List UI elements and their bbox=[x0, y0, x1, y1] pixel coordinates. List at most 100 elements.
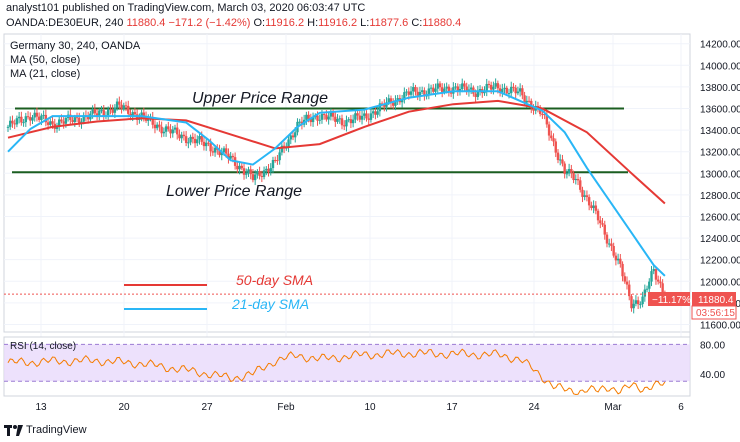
candle-body bbox=[603, 224, 606, 235]
rsi-tick-upper: 80.00 bbox=[700, 340, 725, 351]
candle-body bbox=[307, 114, 310, 119]
candle-body bbox=[619, 258, 622, 264]
candle-body bbox=[585, 195, 589, 198]
candle-body bbox=[182, 134, 186, 137]
candle-body bbox=[392, 103, 395, 106]
candle-body bbox=[122, 105, 125, 109]
candle-body bbox=[367, 118, 370, 120]
candle-body bbox=[274, 159, 277, 161]
candle-body bbox=[178, 134, 181, 139]
candle-body bbox=[69, 114, 72, 121]
candle-body bbox=[592, 205, 595, 209]
candle-body bbox=[463, 83, 466, 87]
candle-body bbox=[258, 171, 261, 176]
candle-body bbox=[109, 109, 112, 111]
candle-body bbox=[35, 112, 39, 117]
candle-body bbox=[630, 296, 633, 309]
candle-body bbox=[176, 127, 179, 135]
candle-body bbox=[465, 86, 468, 93]
candle-body bbox=[86, 116, 90, 120]
candle-body bbox=[204, 142, 208, 147]
candle-body bbox=[220, 152, 223, 156]
rsi-band bbox=[4, 344, 690, 382]
candle-body bbox=[180, 134, 183, 139]
rsi-label: RSI (14, close) bbox=[10, 341, 76, 352]
candles bbox=[6, 78, 667, 314]
candle-body bbox=[469, 87, 473, 90]
candle-body bbox=[458, 89, 462, 92]
candle-body bbox=[31, 117, 34, 121]
candle-body bbox=[645, 288, 649, 290]
candle-body bbox=[343, 125, 346, 127]
candle-body bbox=[659, 281, 662, 284]
legend-ma50: MA (50, close) bbox=[10, 54, 80, 66]
y-tick-label: 14000.00 bbox=[700, 61, 740, 72]
candle-body bbox=[269, 168, 272, 173]
x-tick-label: 24 bbox=[528, 402, 540, 413]
candle-body bbox=[115, 101, 119, 108]
countdown-text: 03:56:15 bbox=[696, 308, 735, 319]
price-axis[interactable]: 14200.00 14000.00 13800.00 13600.00 13400.00… bbox=[700, 40, 740, 332]
candle-body bbox=[280, 145, 284, 153]
candle-body bbox=[231, 155, 235, 158]
candle-body bbox=[225, 148, 228, 154]
candle-body bbox=[447, 86, 451, 93]
high-label: H: bbox=[307, 17, 319, 29]
candle-body bbox=[262, 170, 266, 177]
percent-badge-text: −11.17% bbox=[652, 295, 691, 306]
candle-body bbox=[536, 105, 540, 108]
candle-body bbox=[131, 112, 134, 117]
y-tick-label: 12800.00 bbox=[700, 191, 740, 202]
candle-body bbox=[412, 87, 415, 92]
candle-body bbox=[338, 118, 341, 120]
candle-body bbox=[236, 165, 239, 170]
candle-body bbox=[298, 121, 301, 123]
y-tick-label: 12000.00 bbox=[700, 277, 740, 288]
candle-body bbox=[363, 113, 366, 116]
legend-ma21: MA (21, close) bbox=[10, 68, 80, 80]
candle-body bbox=[641, 296, 644, 305]
candle-body bbox=[160, 126, 163, 134]
candle-body bbox=[378, 103, 382, 112]
candle-body bbox=[336, 118, 339, 122]
candle-body bbox=[222, 148, 226, 153]
low-value: 11877.6 bbox=[369, 17, 409, 29]
candle-body bbox=[405, 91, 408, 93]
candle-body bbox=[639, 304, 642, 306]
candle-body bbox=[547, 124, 551, 136]
lower-range-label: Lower Price Range bbox=[166, 183, 302, 200]
candle-body bbox=[554, 141, 557, 153]
candle-body bbox=[331, 112, 335, 117]
symbol-name: OANDA:DE30EUR, 240 bbox=[6, 17, 124, 29]
candle-body bbox=[198, 136, 201, 140]
ma21-line bbox=[7, 90, 666, 277]
candle-body bbox=[559, 159, 562, 161]
candle-body bbox=[556, 152, 560, 161]
y-tick-label: 12200.00 bbox=[700, 256, 740, 267]
candle-body bbox=[184, 136, 188, 144]
price-badge-text: 11880.4 bbox=[698, 295, 734, 306]
candle-body bbox=[476, 91, 480, 97]
candle-body bbox=[354, 113, 357, 120]
candle-body bbox=[567, 168, 571, 174]
x-tick-label: Feb bbox=[277, 402, 295, 413]
x-tick-label: 20 bbox=[118, 402, 130, 413]
candle-body bbox=[590, 205, 593, 209]
candle-body bbox=[256, 171, 259, 175]
candle-body bbox=[414, 87, 417, 92]
candle-body bbox=[516, 91, 520, 94]
time-axis[interactable]: 13 20 27 Feb 10 17 24 Mar 6 bbox=[35, 402, 684, 413]
candle-body bbox=[601, 223, 604, 225]
candle-body bbox=[365, 113, 368, 119]
candle-body bbox=[133, 112, 137, 115]
candle-body bbox=[289, 135, 292, 140]
x-tick-label: 6 bbox=[678, 402, 684, 413]
y-tick-label: 12600.00 bbox=[700, 212, 740, 223]
candle-body bbox=[561, 159, 564, 164]
low-label: L: bbox=[360, 17, 370, 29]
candle-body bbox=[570, 168, 573, 173]
candle-body bbox=[151, 117, 154, 125]
candle-body bbox=[60, 119, 63, 122]
candle-body bbox=[489, 84, 493, 90]
